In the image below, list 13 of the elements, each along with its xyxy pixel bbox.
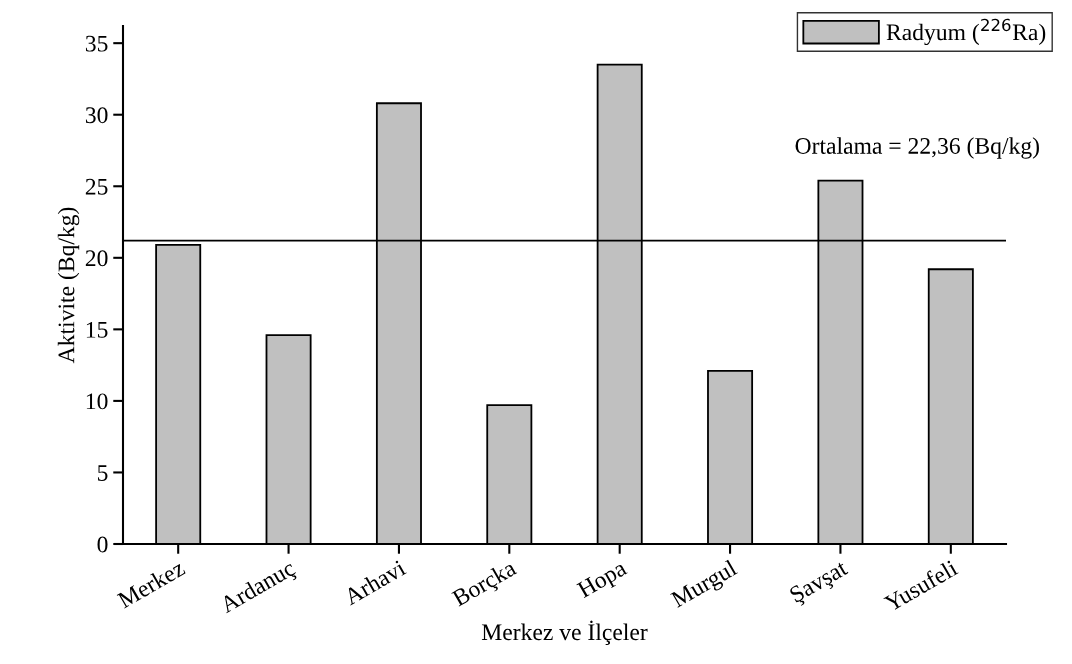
x-axis-title: Merkez ve İlçeler <box>481 620 648 645</box>
annotation: Ortalama = 22,36 (Bq/kg) <box>795 137 1039 159</box>
y-axis-title: Aktivite (Bq/kg) <box>57 207 80 364</box>
y-tick-label: 30 <box>85 107 108 124</box>
y-tick-label: 10 <box>86 393 108 410</box>
y-tick-label: 35 <box>85 35 108 52</box>
y-tick-label: 5 <box>97 465 108 481</box>
y-tick-label: 25 <box>85 178 108 195</box>
y-tick-label: 20 <box>85 250 108 267</box>
legend-label: Radyum ($^{226}$Ra) <box>886 18 1046 46</box>
y-tick-label: 15 <box>86 321 108 338</box>
x-tick-label: Hopa <box>576 559 631 603</box>
y-tick-label: 0 <box>97 536 108 553</box>
